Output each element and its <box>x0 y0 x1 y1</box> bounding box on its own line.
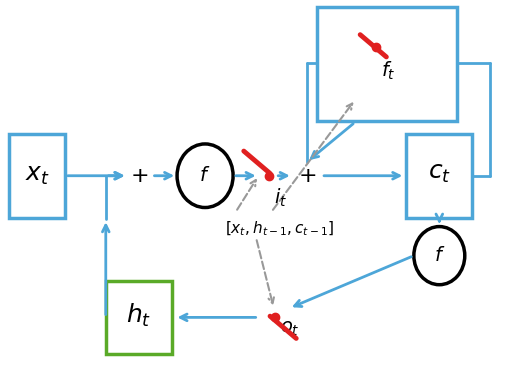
FancyBboxPatch shape <box>106 281 172 354</box>
Text: $i_t$: $i_t$ <box>274 187 287 209</box>
Text: $f$: $f$ <box>434 246 445 265</box>
FancyBboxPatch shape <box>9 134 65 217</box>
Text: $[x_t, h_{t-1}, c_{t-1}]$: $[x_t, h_{t-1}, c_{t-1}]$ <box>225 219 334 238</box>
Text: $o_t$: $o_t$ <box>281 319 300 337</box>
Text: $c_t$: $c_t$ <box>428 163 451 186</box>
Text: $+$: $+$ <box>130 166 148 186</box>
Ellipse shape <box>414 227 465 285</box>
Text: $x_t$: $x_t$ <box>25 164 50 187</box>
FancyBboxPatch shape <box>317 7 457 121</box>
Text: $f_t$: $f_t$ <box>381 60 395 82</box>
Text: $+$: $+$ <box>298 166 316 186</box>
Ellipse shape <box>177 144 233 208</box>
Text: $h_t$: $h_t$ <box>126 302 152 329</box>
FancyBboxPatch shape <box>406 134 473 217</box>
Text: $f$: $f$ <box>199 166 211 185</box>
